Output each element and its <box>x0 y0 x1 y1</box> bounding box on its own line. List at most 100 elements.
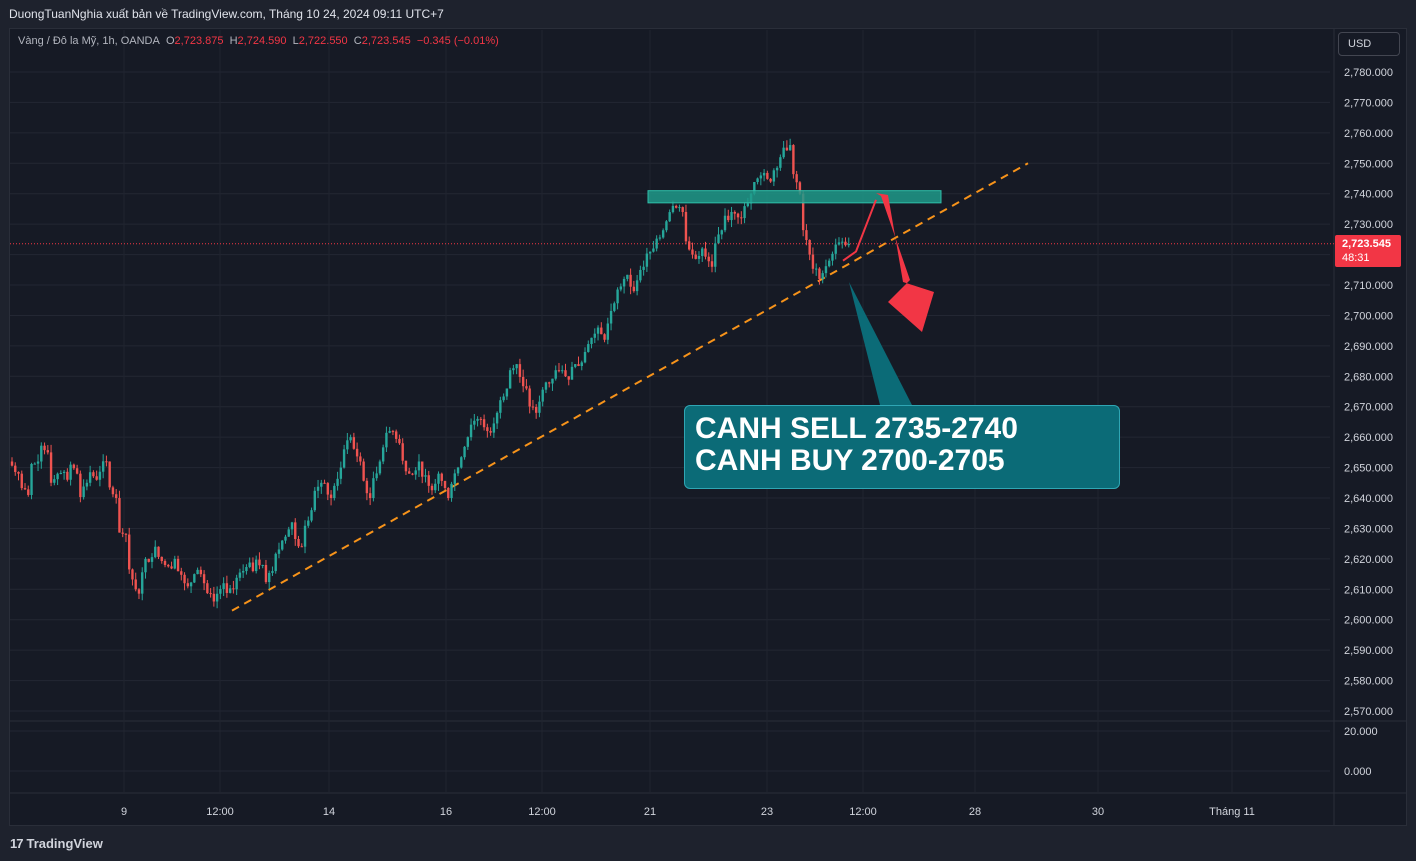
resistance-zone[interactable] <box>647 190 942 204</box>
annotation-box[interactable]: CANH SELL 2735-2740 CANH BUY 2700-2705 <box>684 405 1120 489</box>
candle-body <box>674 205 678 208</box>
sub-tick-label: 20.000 <box>1344 726 1378 738</box>
candle-body <box>788 145 792 151</box>
candle-body <box>196 569 199 575</box>
candle-body <box>671 205 675 213</box>
candle-body <box>424 475 427 477</box>
candle-body <box>814 268 818 270</box>
candle-body <box>294 522 297 539</box>
candle-body <box>574 364 577 367</box>
candle-body <box>590 337 593 345</box>
x-tick-label: 12:00 <box>206 806 234 818</box>
candle-body <box>661 230 665 238</box>
x-tick-label: 12:00 <box>528 806 556 818</box>
candle-body <box>349 437 352 441</box>
symbol-label: Vàng / Đô la Mỹ, 1h, OANDA <box>18 35 160 47</box>
candle-body <box>502 396 505 401</box>
candle-body <box>668 212 671 222</box>
candle-body <box>557 370 561 372</box>
trendline[interactable] <box>231 162 1029 612</box>
candle-body <box>333 485 336 499</box>
candle-body <box>381 447 385 462</box>
candle-body <box>798 182 802 194</box>
candle-body <box>167 564 170 567</box>
candle-body <box>235 577 238 590</box>
y-tick-label: 2,680.000 <box>1344 371 1393 383</box>
candle-body <box>394 431 398 439</box>
candle-body <box>352 437 356 449</box>
currency-button[interactable]: USD <box>1338 32 1400 56</box>
candle-body <box>199 569 203 575</box>
candle-body <box>251 562 255 572</box>
candle-body <box>46 450 50 453</box>
candle-body <box>222 583 225 590</box>
candle-body <box>69 464 72 480</box>
candle-body <box>154 546 157 558</box>
candle-body <box>193 574 196 583</box>
candle-body <box>36 461 40 464</box>
candle-body <box>492 423 496 433</box>
x-tick-label: 12:00 <box>849 806 877 818</box>
candle-body <box>365 480 369 494</box>
candle-body <box>518 364 522 377</box>
candle-body <box>316 486 320 491</box>
top-bar: DuongTuanNghia xuất bản về TradingView.c… <box>0 0 1416 28</box>
x-axis[interactable]: 9 12:00 14 16 12:00 21 23 12:00 28 30 Tháng 11 <box>121 806 1255 818</box>
candle-body <box>228 588 232 593</box>
candle-body <box>180 571 183 575</box>
current-price-value: 2,723.545 <box>1342 238 1391 250</box>
candle-body <box>665 221 668 231</box>
candle-body <box>342 449 346 468</box>
candle-body <box>72 464 76 469</box>
y-tick-label: 2,770.000 <box>1344 97 1393 109</box>
candle-body <box>261 564 264 566</box>
candle-body <box>368 493 372 499</box>
candle-body <box>75 468 79 474</box>
candle-body <box>225 583 229 593</box>
candle-body <box>137 589 141 594</box>
candle-body <box>176 558 180 572</box>
y-tick-label: 2,630.000 <box>1344 523 1393 535</box>
candle-body <box>238 572 242 578</box>
candle-body <box>541 389 544 402</box>
candle-body <box>538 401 541 413</box>
candle-body <box>580 362 583 367</box>
candle-body <box>92 472 95 477</box>
candle-body <box>88 472 92 483</box>
candle-body <box>307 520 310 526</box>
sub-tick-label: 0.000 <box>1344 766 1372 778</box>
candle-body <box>551 378 554 384</box>
candle-body <box>144 558 147 573</box>
candle-body <box>681 207 684 212</box>
candle-body <box>567 376 570 380</box>
candle-body <box>66 471 69 480</box>
y-tick-label: 2,780.000 <box>1344 67 1393 79</box>
y-axis[interactable]: 2,780.000 2,770.000 2,760.000 2,750.000 2,74… <box>1344 67 1393 718</box>
candle-body <box>59 473 63 475</box>
candle-body <box>818 268 821 279</box>
candle-body <box>629 274 632 287</box>
y-tick-label: 2,620.000 <box>1344 554 1393 566</box>
candle-body <box>730 211 733 221</box>
low-value: 2,722.550 <box>298 35 348 47</box>
candle-body <box>645 253 649 267</box>
candle-body <box>463 446 466 458</box>
projection-arrow[interactable] <box>842 193 934 332</box>
tradingview-logo[interactable]: 17 TradingView <box>10 836 103 851</box>
candle-body <box>482 419 486 428</box>
candle-body <box>554 370 557 379</box>
low-label: L <box>292 35 299 47</box>
candle-body <box>98 471 102 480</box>
candle-body <box>691 249 694 255</box>
candle-body <box>401 443 404 461</box>
candle-body <box>759 175 763 179</box>
candle-body <box>603 334 606 340</box>
candle-body <box>534 407 538 413</box>
candle-body <box>40 445 43 462</box>
candle-body <box>378 461 382 474</box>
candle-body <box>313 490 316 511</box>
candle-body <box>828 260 831 267</box>
candle-body <box>434 483 437 491</box>
candle-body <box>515 364 518 369</box>
candle-body <box>339 467 343 479</box>
